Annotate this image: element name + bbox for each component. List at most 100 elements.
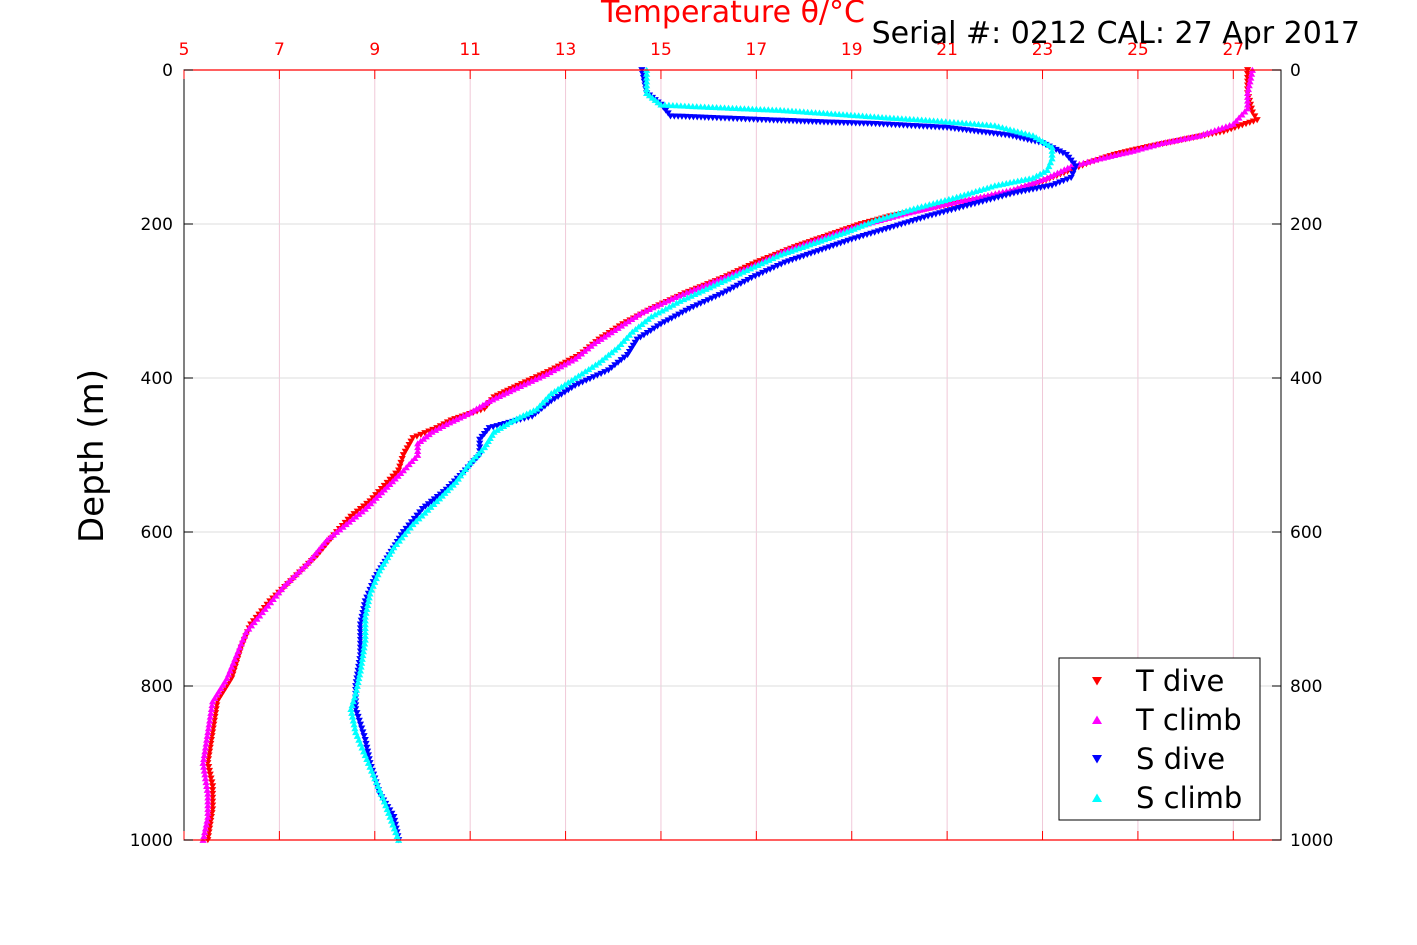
data-point (397, 459, 405, 466)
data-point (398, 455, 406, 463)
data-point (765, 256, 773, 263)
data-point (424, 506, 432, 513)
data-point (361, 636, 369, 643)
data-point (740, 278, 749, 285)
data-point (269, 595, 277, 602)
data-point (280, 582, 288, 589)
data-point (941, 196, 949, 204)
data-point (520, 381, 528, 388)
data-point (588, 363, 596, 370)
data-point (395, 537, 403, 544)
data-point (359, 651, 367, 659)
data-point (1087, 157, 1096, 164)
data-point (205, 767, 214, 774)
data-point (442, 420, 450, 428)
data-point (350, 721, 358, 728)
data-point (551, 387, 559, 395)
data-point (202, 779, 210, 786)
data-point (641, 318, 649, 325)
data-point (469, 456, 477, 463)
data-point (406, 524, 414, 531)
data-point (1043, 166, 1051, 173)
data-point (275, 589, 283, 596)
data-point (1072, 163, 1080, 170)
data-point (1247, 74, 1255, 81)
data-point (720, 277, 729, 284)
data-point (405, 461, 413, 468)
data-point (359, 648, 368, 655)
data-point (298, 565, 306, 572)
data-point (202, 740, 210, 747)
data-point (539, 399, 547, 406)
legend-marker (1092, 677, 1102, 686)
chart-title: Temperature θ/°C (600, 0, 865, 30)
data-point (664, 297, 672, 304)
data-point (678, 309, 687, 316)
x-tick-label: 25 (1127, 40, 1149, 60)
data-point (301, 562, 309, 569)
data-point (719, 290, 727, 297)
data-point (1158, 139, 1166, 147)
data-point (207, 775, 215, 782)
data-point (1092, 156, 1100, 163)
data-point (347, 705, 355, 712)
data-point (713, 276, 721, 284)
x-tick-label: 27 (1222, 40, 1244, 60)
data-point (430, 500, 438, 507)
data-point (643, 82, 651, 89)
data-point (1235, 114, 1243, 121)
data-point (304, 559, 312, 566)
data-point (953, 193, 961, 200)
data-point (372, 492, 380, 499)
data-point (361, 621, 369, 628)
data-point (292, 571, 300, 578)
data-point (200, 755, 208, 763)
x-tick-label: 23 (1032, 40, 1054, 60)
data-point (315, 546, 323, 553)
data-point (361, 737, 369, 744)
data-point (704, 297, 712, 304)
data-point (383, 479, 391, 486)
data-point (625, 348, 634, 356)
y-tick-label-right: 0 (1290, 61, 1301, 81)
legend-label: S dive (1136, 742, 1225, 776)
data-point (568, 376, 576, 384)
data-point (629, 342, 637, 349)
data-point (1247, 70, 1256, 77)
data-point (289, 573, 297, 581)
data-point (361, 505, 369, 512)
data-point (564, 359, 572, 366)
data-point (762, 268, 771, 275)
data-point (374, 489, 383, 496)
data-point (204, 790, 212, 797)
data-point (1137, 145, 1145, 152)
data-point (662, 305, 670, 312)
data-point (1067, 174, 1075, 182)
data-point (631, 339, 639, 346)
data-point (693, 302, 701, 309)
data-point (403, 527, 412, 534)
data-point (349, 698, 357, 705)
data-point (421, 430, 429, 437)
data-point (593, 337, 602, 345)
data-point (431, 426, 440, 433)
data-point (1070, 167, 1078, 174)
data-point (351, 725, 359, 732)
data-point (758, 260, 766, 267)
data-point (578, 379, 587, 386)
y-axis-label: Depth (m) (72, 369, 112, 543)
data-point (925, 201, 933, 208)
data-point (421, 509, 429, 516)
data-point (633, 336, 641, 343)
data-point (675, 292, 683, 299)
data-point (200, 832, 208, 840)
data-point (204, 802, 212, 809)
data-point (204, 725, 213, 732)
data-point (413, 512, 421, 519)
data-point (258, 609, 266, 616)
data-point (399, 452, 407, 459)
data-point (272, 592, 280, 599)
data-point (206, 717, 214, 724)
data-point (634, 311, 643, 318)
x-tick-label: 11 (459, 40, 481, 60)
